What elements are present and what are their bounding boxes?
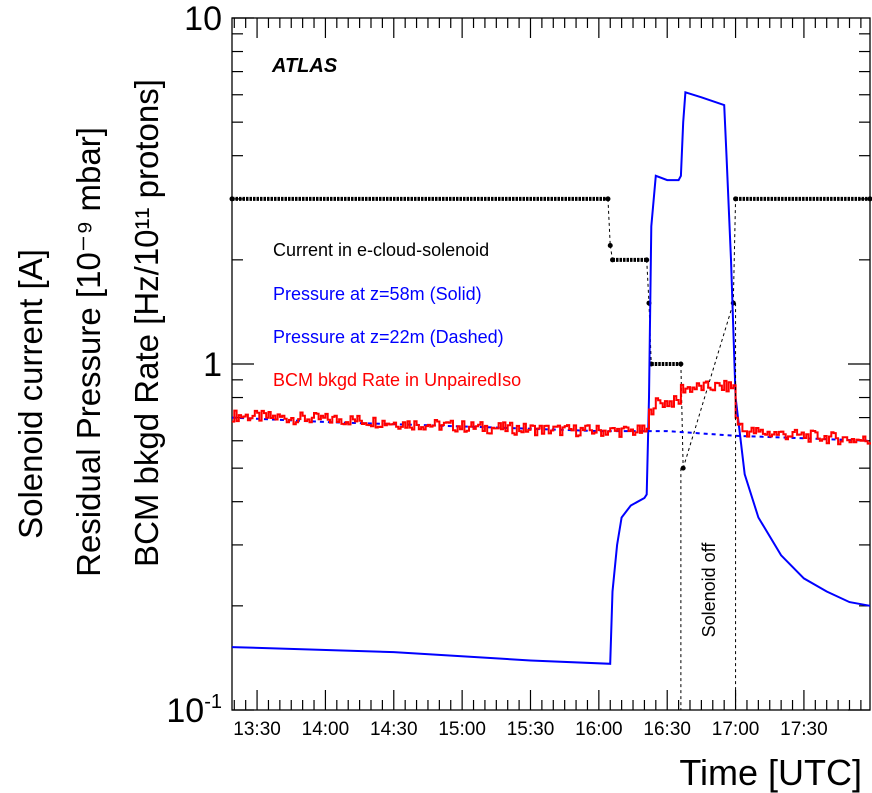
y-tick-label: 10 bbox=[184, 0, 222, 38]
series-point bbox=[678, 361, 684, 367]
x-tick-label: 15:00 bbox=[438, 719, 486, 740]
series-layer bbox=[229, 90, 872, 665]
y-tick-label: 10-1 bbox=[166, 691, 222, 730]
series-point bbox=[680, 465, 686, 471]
y-axis-label-line-3: BCM bkgd Rate [Hz/10¹¹ protons] bbox=[128, 79, 165, 567]
annotation-layer: Solenoid off bbox=[680, 303, 737, 710]
annotation-label: Solenoid off bbox=[699, 542, 719, 638]
legend-entry-current: Current in e-cloud-solenoid bbox=[273, 240, 489, 260]
y-axis-ticks: 10-1 1 10 bbox=[166, 0, 870, 730]
x-tick-label: 14:00 bbox=[302, 719, 350, 740]
x-axis-ticks: 13:30 14:00 14:30 15:00 15:30 16:00 16:30 17:00… bbox=[233, 18, 862, 740]
x-tick-label: 17:00 bbox=[712, 719, 760, 740]
series-line bbox=[231, 416, 871, 442]
x-tick-label: 15:30 bbox=[507, 719, 555, 740]
legend: Current in e-cloud-solenoid Pressure at … bbox=[273, 240, 521, 390]
y-tick-label: 1 bbox=[203, 346, 222, 384]
legend-entry-pressure-58m: Pressure at z=58m (Solid) bbox=[273, 284, 482, 304]
x-tick-label: 14:30 bbox=[370, 719, 418, 740]
legend-entry-bcm: BCM bkgd Rate in UnpairedIso bbox=[273, 370, 521, 390]
x-tick-label: 16:00 bbox=[575, 719, 623, 740]
legend-entry-pressure-22m: Pressure at z=22m (Dashed) bbox=[273, 327, 504, 347]
series-point bbox=[644, 257, 650, 263]
series-point bbox=[733, 196, 739, 202]
series-1 bbox=[231, 90, 871, 665]
y-axis-label-line-1: Solenoid current [A] bbox=[12, 249, 49, 539]
series-point bbox=[229, 196, 235, 202]
x-tick-label: 17:30 bbox=[780, 719, 828, 740]
series-segment bbox=[646, 259, 650, 304]
x-axis-label: Time [UTC] bbox=[679, 752, 862, 793]
series-line bbox=[231, 90, 871, 665]
series-segment bbox=[732, 198, 737, 304]
series-segment bbox=[680, 363, 684, 469]
series-2 bbox=[231, 416, 871, 442]
series-3 bbox=[232, 379, 871, 446]
series-point bbox=[607, 243, 613, 249]
y-axis-label-line-2: Residual Pressure [10⁻⁹ mbar] bbox=[70, 127, 107, 577]
atlas-label: ATLAS bbox=[271, 55, 338, 77]
series-line bbox=[232, 379, 871, 446]
x-tick-label: 16:30 bbox=[643, 719, 691, 740]
series-point bbox=[867, 196, 872, 202]
series-point bbox=[610, 257, 616, 263]
series-segment bbox=[607, 198, 611, 246]
series-point bbox=[605, 196, 611, 202]
x-tick-label: 13:30 bbox=[233, 719, 281, 740]
plot-frame bbox=[231, 17, 871, 711]
